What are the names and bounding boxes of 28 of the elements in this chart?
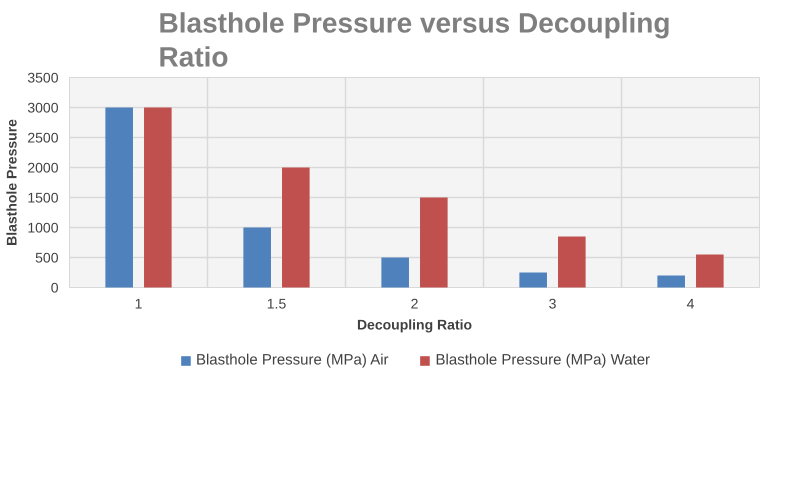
x-tick-label: 2 [410,296,419,312]
x-tick-label: 4 [686,296,695,312]
chart-title: Blasthole Pressure versus Decoupling Ratio [158,7,670,72]
y-tick-label: 1500 [27,190,59,206]
x-tick-label: 3 [548,296,557,312]
y-tick-label: 2000 [27,160,59,176]
legend-label: Blasthole Pressure (MPa) Water [436,352,650,368]
x-tick-label: 1.5 [266,296,286,312]
bar [243,228,271,288]
y-tick-label: 500 [35,250,59,266]
x-axis-title: Decoupling Ratio [356,316,472,332]
bar [657,276,685,288]
y-tick-label: 0 [50,280,59,296]
y-tick-label: 2500 [27,130,59,146]
bar [558,236,586,288]
legend-label: Blasthole Pressure (MPa) Air [196,352,389,368]
bar [696,254,724,288]
y-tick-label: 3000 [27,100,59,116]
y-tick-label: 3500 [27,70,59,86]
bar [420,198,448,288]
bar [282,168,310,288]
y-axis-title: Blasthole Pressure [3,118,20,246]
bar [519,272,547,288]
bar [105,108,133,288]
bar [381,258,409,288]
y-tick-label: 1000 [27,220,59,236]
bar [144,108,172,288]
x-tick-label: 1 [134,296,143,312]
